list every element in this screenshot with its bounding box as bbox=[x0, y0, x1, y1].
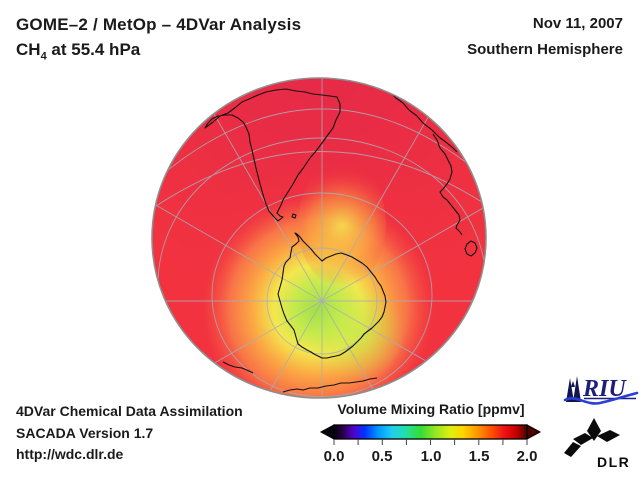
credit-line-assimilation: 4DVar Chemical Data Assimilation bbox=[16, 403, 243, 419]
figure-subtitle: CH4 at 55.4 hPa bbox=[16, 40, 140, 62]
tick-label: 1.5 bbox=[468, 448, 490, 465]
colorbar-gradient-bar bbox=[333, 424, 528, 440]
pressure-level-label: at 55.4 hPa bbox=[46, 40, 141, 59]
coast-antarctica bbox=[277, 232, 387, 359]
figure-date: Nov 11, 2007 bbox=[532, 15, 623, 32]
coast-australia bbox=[432, 133, 463, 236]
figure-region: Southern Hemisphere bbox=[467, 41, 623, 58]
date-block: Nov 11, 2007 Southern Hemisphere bbox=[467, 15, 623, 58]
coast-bottom-arc bbox=[282, 377, 378, 393]
dlr-logo: DLR bbox=[564, 418, 630, 470]
coastlines bbox=[204, 79, 478, 393]
tick-label: 0.0 bbox=[323, 448, 345, 465]
tick-label: 0.5 bbox=[371, 448, 393, 465]
colorbar bbox=[319, 424, 542, 445]
tick-label: 1.0 bbox=[420, 448, 442, 465]
methane-plume-northeast bbox=[298, 160, 386, 288]
colorbar-arrow-left bbox=[319, 424, 335, 440]
species-subscript: 4 bbox=[40, 50, 47, 63]
coast-south-america bbox=[204, 88, 341, 222]
cathedral-icon bbox=[566, 376, 581, 402]
globe-limb bbox=[151, 77, 487, 399]
tick-label: 2.0 bbox=[516, 448, 538, 465]
riu-logo: RIU bbox=[563, 376, 639, 405]
credit-line-version: SACADA Version 1.7 bbox=[16, 425, 154, 441]
colorbar-arrow-right bbox=[526, 424, 542, 440]
coast-bottom-islands bbox=[222, 361, 254, 374]
colorbar-tick-labels: 0.0 0.5 1.0 1.5 2.0 bbox=[315, 448, 547, 465]
colorbar-ticks bbox=[333, 439, 528, 445]
credit-line-url: http://wdc.dlr.de bbox=[16, 446, 124, 462]
colorbar-title: Volume Mixing Ratio [ppmv] bbox=[337, 401, 525, 417]
coast-new-zealand bbox=[464, 240, 478, 257]
coast-falkland-islands bbox=[291, 213, 297, 219]
dlr-wordmark: DLR bbox=[597, 454, 630, 470]
rhine-wave-icon bbox=[563, 391, 639, 405]
globe-map bbox=[151, 77, 487, 399]
methane-lobe-southeast bbox=[309, 284, 405, 380]
figure-title: GOME–2 / MetOp – 4DVar Analysis bbox=[16, 15, 302, 34]
dlr-star-icon bbox=[564, 418, 620, 457]
species-label: CH bbox=[16, 40, 41, 59]
